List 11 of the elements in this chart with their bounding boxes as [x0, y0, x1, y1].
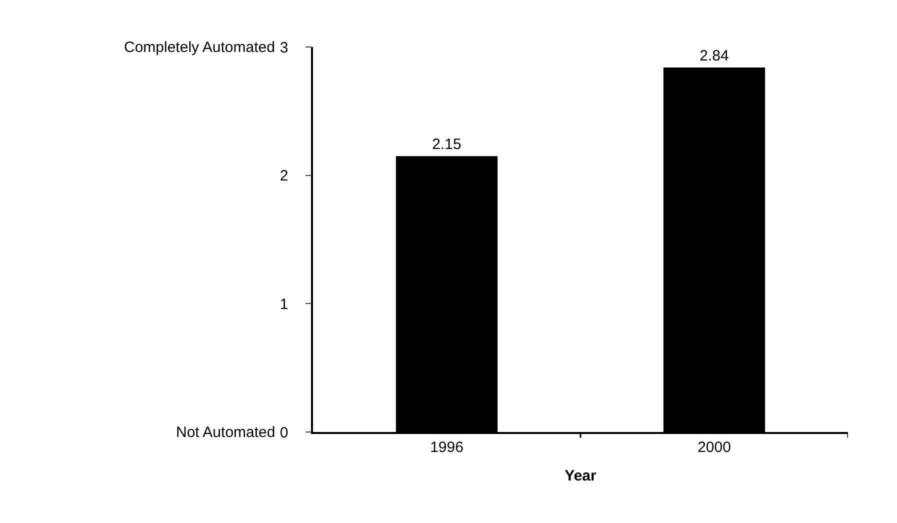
x-axis-title: Year: [564, 467, 597, 484]
text: Not Automated: [176, 424, 276, 441]
x-tick-label: 2000: [698, 438, 731, 456]
x-tick-label: 1996: [430, 438, 464, 456]
data-label: 2.15: [432, 136, 462, 154]
data-label: 2.84: [700, 48, 729, 65]
y-tick-label: 3: [280, 39, 288, 56]
y-tick-label: 1: [280, 296, 288, 313]
y-tick-label: 0: [280, 424, 288, 442]
text: Completely Automated: [124, 39, 275, 56]
y-tick-label: 2: [280, 168, 288, 185]
